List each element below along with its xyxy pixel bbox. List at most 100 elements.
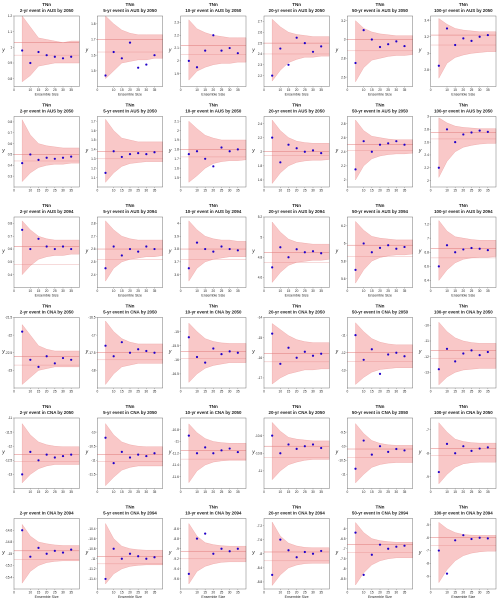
uncertainty-band — [22, 119, 80, 182]
x-tick-label: 10 — [29, 490, 33, 494]
y-tick-label: 0.6 — [8, 142, 13, 146]
panel-title: 50-yr event in AUS by 2050 — [352, 8, 409, 13]
x-tick-label: 15 — [370, 389, 374, 393]
data-point — [45, 54, 48, 57]
x-tick-label: 35 — [153, 88, 157, 92]
y-axis-label: y — [85, 148, 89, 154]
x-tick-label: 25 — [53, 490, 57, 494]
x-tick-label: 15 — [370, 590, 374, 594]
x-tick-label: 25 — [386, 88, 390, 92]
data-point — [303, 350, 306, 353]
y-tick-label: -9 — [176, 547, 179, 551]
data-point — [228, 150, 231, 153]
y-tick-label: 6.2 — [341, 224, 346, 228]
data-point — [454, 251, 457, 254]
x-tick-label: 15 — [203, 590, 207, 594]
x-tick-label: 30 — [311, 88, 315, 92]
data-point — [454, 539, 457, 542]
data-point — [236, 547, 239, 550]
data-point — [362, 358, 365, 361]
x-tick-label: 0 — [180, 490, 182, 494]
y-tick-label: 2.7 — [258, 20, 263, 24]
data-point — [104, 74, 107, 77]
data-point — [403, 544, 406, 547]
uncertainty-band — [22, 324, 80, 385]
uncertainty-band — [105, 220, 163, 282]
y-tick-label: -7 — [426, 549, 429, 553]
data-point — [387, 43, 390, 46]
y-tick-label: -9.4 — [173, 567, 179, 571]
data-point — [236, 450, 239, 454]
data-point — [187, 59, 190, 62]
data-point — [29, 450, 32, 453]
x-tick-label: 10 — [195, 590, 199, 594]
x-tick-label: 30 — [228, 389, 232, 393]
y-tick-label: 0.8 — [8, 77, 13, 81]
data-point — [145, 63, 148, 66]
x-axis-label: Ensemble Size — [368, 93, 392, 97]
x-tick-label: 10 — [445, 590, 449, 594]
data-point — [437, 166, 440, 169]
y-tick-label: 1.6 — [174, 166, 179, 170]
y-tick-label: 2.1 — [174, 46, 179, 50]
x-axis-label: Ensemble Size — [35, 595, 59, 599]
y-tick-label: 2.6 — [258, 30, 263, 34]
x-tick-label: 35 — [403, 188, 407, 192]
x-axis-label: Ensemble Size — [35, 294, 59, 298]
data-point — [378, 45, 382, 49]
y-tick-label: 2.5 — [258, 41, 263, 45]
x-tick-label: 15 — [203, 389, 207, 393]
y-tick-label: 3 — [344, 38, 346, 42]
x-tick-label: 10 — [445, 88, 449, 92]
y-axis-label: y — [251, 449, 255, 455]
x-tick-label: 15 — [287, 590, 291, 594]
x-tick-label: 35 — [236, 490, 240, 494]
data-point — [21, 473, 24, 476]
x-tick-label: 15 — [120, 289, 124, 293]
data-point — [311, 443, 315, 446]
x-tick-label: 35 — [319, 490, 323, 494]
x-tick-label: 35 — [69, 590, 73, 594]
y-tick-label: -11 — [341, 333, 346, 337]
data-point — [378, 143, 382, 146]
x-tick-label: 20 — [462, 490, 466, 494]
y-tick-label: 3.2 — [424, 35, 429, 39]
x-tick-label: 20 — [128, 289, 132, 293]
x-tick-label: 10 — [362, 590, 366, 594]
x-tick-label: 35 — [486, 389, 490, 393]
x-tick-label: 25 — [303, 289, 307, 293]
data-point — [303, 550, 306, 554]
x-tick-label: 15 — [453, 590, 457, 594]
y-tick-label: -7.2 — [257, 524, 263, 528]
x-tick-label: 0 — [430, 389, 432, 393]
x-tick-label: 25 — [53, 590, 57, 594]
y-tick-label: 1.5 — [91, 69, 96, 73]
x-tick-label: 20 — [45, 389, 49, 393]
data-point — [478, 354, 481, 357]
x-tick-label: 30 — [145, 590, 149, 594]
data-point — [195, 537, 199, 540]
y-tick-label: -10.8 — [172, 428, 179, 432]
y-tick-label: -6 — [426, 536, 429, 540]
panel-title: 100-yr event in AUS by 2050 — [434, 109, 493, 114]
data-point — [187, 336, 190, 339]
data-point — [61, 245, 65, 248]
data-point — [320, 549, 323, 553]
x-tick-label: 35 — [486, 88, 490, 92]
y-tick-label: 5.6 — [341, 277, 346, 281]
data-point — [395, 351, 398, 354]
x-tick-label: 25 — [136, 389, 140, 393]
panel-heading: TNn — [459, 103, 468, 108]
data-point — [271, 136, 274, 139]
data-point — [228, 247, 231, 251]
y-tick-label: -11.2 — [172, 451, 179, 455]
x-tick-label: 20 — [462, 289, 466, 293]
data-point — [220, 547, 223, 550]
data-point — [437, 549, 440, 552]
data-point — [311, 149, 315, 152]
y-tick-label: -12 — [8, 444, 13, 448]
data-point — [362, 573, 365, 577]
